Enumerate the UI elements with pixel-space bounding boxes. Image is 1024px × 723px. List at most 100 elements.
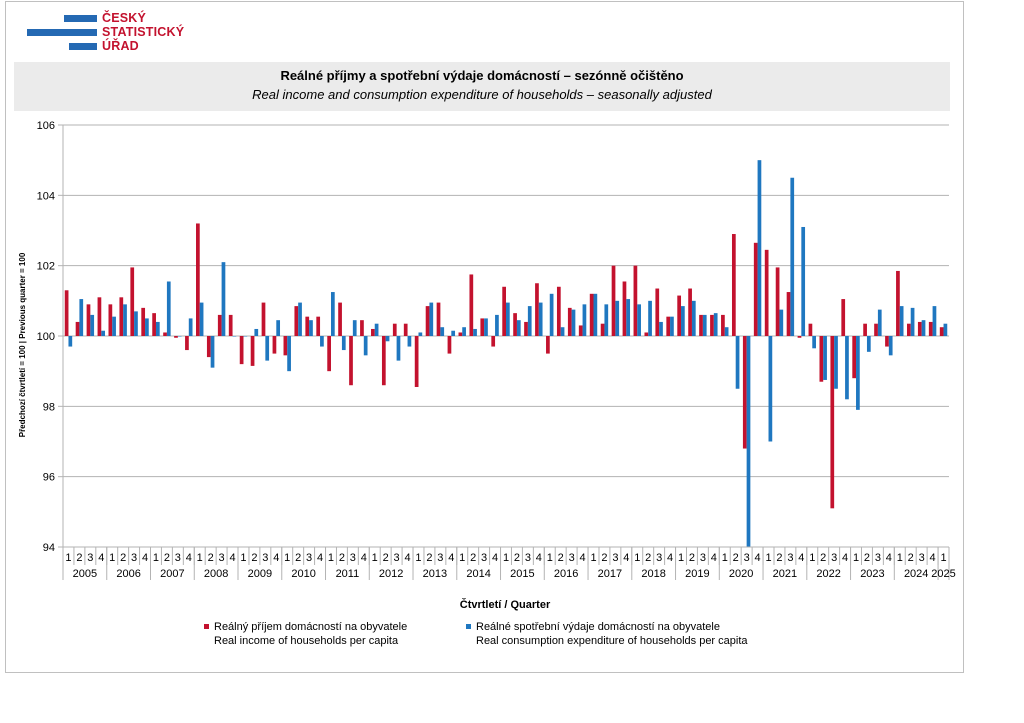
logo-bar-top: [64, 15, 97, 22]
bar-consumption: [943, 323, 948, 336]
bar-consumption: [768, 336, 773, 442]
bar-income: [228, 314, 233, 336]
legend-consumption-cz: Reálné spotřební výdaje domácností na ob…: [476, 621, 720, 633]
bar-consumption: [440, 327, 445, 336]
bar-consumption: [363, 336, 368, 356]
year-label: 2021: [773, 568, 797, 580]
quarter-label: 2: [601, 552, 607, 564]
bar-income: [556, 286, 561, 336]
quarter-label: 4: [930, 552, 936, 564]
quarter-label: 1: [853, 552, 859, 564]
logo-text-line2: STATISTICKÝ: [102, 25, 185, 39]
bar-income: [633, 265, 638, 336]
bar-consumption: [593, 293, 598, 336]
quarter-label: 2: [645, 552, 651, 564]
year-label: 2007: [160, 568, 184, 580]
bar-consumption: [123, 304, 127, 336]
bar-consumption: [626, 299, 631, 336]
bar-income: [764, 249, 769, 336]
bar-income: [217, 314, 222, 336]
quarter-label: 1: [940, 552, 946, 564]
bar-income: [163, 332, 167, 336]
bar-consumption: [582, 304, 587, 336]
bar-income: [578, 325, 583, 336]
bar-income: [381, 336, 386, 386]
quarter-label: 4: [798, 552, 804, 564]
quarter-label: 2: [733, 552, 739, 564]
bar-income: [677, 295, 682, 336]
quarter-label: 3: [306, 552, 312, 564]
bar-income: [731, 234, 736, 336]
quarter-label: 3: [262, 552, 268, 564]
bar-consumption: [812, 336, 816, 349]
bar-consumption: [538, 302, 543, 336]
bar-income: [906, 323, 911, 336]
bar-income: [896, 270, 900, 336]
bar-consumption: [199, 302, 204, 336]
quarter-label: 1: [284, 552, 290, 564]
logo-bar-bottom: [69, 43, 97, 50]
bar-income: [546, 336, 550, 354]
bar-consumption: [571, 309, 576, 336]
quarter-label: 1: [459, 552, 465, 564]
bar-income: [425, 306, 430, 336]
quarter-label: 4: [536, 552, 542, 564]
bar-income: [688, 288, 692, 336]
quarter-label: 1: [590, 552, 596, 564]
bar-income: [797, 336, 802, 338]
bar-consumption: [90, 314, 95, 336]
quarter-label: 1: [328, 552, 334, 564]
bar-consumption: [713, 313, 718, 336]
bar-income: [371, 328, 375, 336]
quarter-label: 1: [240, 552, 246, 564]
bar-income: [261, 302, 266, 336]
bar-consumption: [374, 323, 379, 336]
bar-consumption: [68, 336, 73, 347]
quarter-label: 3: [175, 552, 181, 564]
quarter-label: 2: [558, 552, 564, 564]
year-label: 2014: [466, 568, 490, 580]
y-tick-label: 104: [37, 190, 55, 202]
year-label: 2025: [931, 568, 955, 580]
bar-income: [830, 336, 835, 509]
bar-consumption: [177, 336, 182, 337]
bar-income: [928, 321, 933, 336]
legend-income-cz: Reálný příjem domácností na obyvatele: [214, 621, 408, 633]
bar-income: [239, 336, 244, 365]
legend-swatch-consumption: [466, 624, 471, 629]
bar-consumption: [254, 328, 259, 336]
bar-consumption: [877, 309, 882, 336]
quarter-label: 2: [908, 552, 914, 564]
bar-consumption: [691, 300, 696, 336]
year-label: 2015: [510, 568, 534, 580]
quarter-label: 3: [437, 552, 443, 564]
quarter-label: 4: [361, 552, 367, 564]
quarter-label: 3: [700, 552, 706, 564]
bar-income: [535, 283, 539, 336]
quarter-label: 2: [514, 552, 520, 564]
year-label: 2013: [423, 568, 447, 580]
year-label: 2006: [116, 568, 140, 580]
bar-consumption: [921, 320, 926, 336]
quarter-label: 1: [197, 552, 203, 564]
bar-income: [589, 293, 594, 336]
bar-income: [819, 336, 824, 382]
bar-income: [97, 297, 102, 336]
quarter-label: 3: [569, 552, 575, 564]
bar-income: [174, 336, 178, 338]
bar-consumption: [856, 336, 860, 410]
bar-income: [753, 242, 758, 336]
bar-consumption: [932, 306, 937, 336]
quarter-label: 2: [208, 552, 214, 564]
bar-consumption: [232, 336, 237, 337]
bar-consumption: [396, 336, 401, 361]
bar-consumption: [834, 336, 838, 389]
quarter-label: 1: [547, 552, 553, 564]
bar-income: [108, 304, 113, 336]
bar-consumption: [112, 316, 116, 336]
bar-income: [294, 306, 299, 336]
bar-income: [436, 302, 441, 336]
bar-consumption: [670, 316, 674, 336]
bar-consumption: [637, 304, 641, 336]
